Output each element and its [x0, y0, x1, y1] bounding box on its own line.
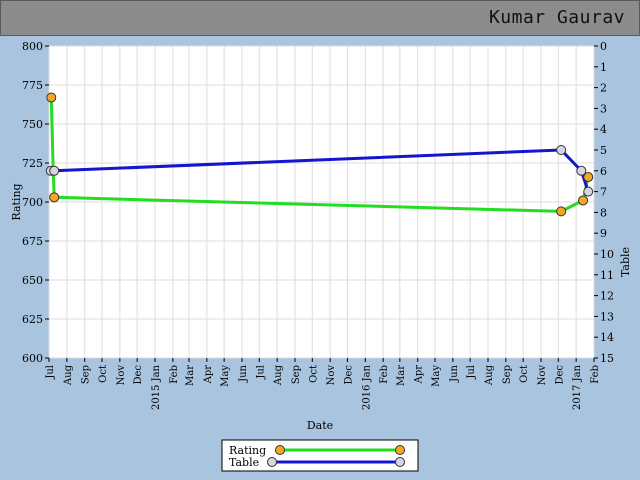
y2-tick-label: 5: [600, 144, 607, 157]
y-tick-label: 650: [22, 274, 43, 287]
y2-tick-label: 3: [600, 102, 607, 115]
x-tick-label: Oct: [98, 365, 109, 383]
data-point-table: [576, 165, 587, 176]
x-tick-label: Mar: [396, 365, 407, 386]
legend-marker-rating-end: [395, 445, 405, 455]
x-tick-label: Nov: [326, 365, 337, 386]
legend-label-table: Table: [229, 456, 259, 469]
y2-tick-label: 13: [600, 310, 614, 323]
x-tick-label: Nov: [116, 365, 127, 386]
y2-tick-label: 12: [600, 290, 614, 303]
x-tick-label: 2015 Jan: [151, 364, 162, 410]
data-point-rating: [46, 92, 57, 103]
x-tick-label: Apr: [203, 365, 214, 385]
x-tick-label: Jul: [466, 365, 477, 380]
y2-tick-label: 8: [600, 206, 607, 219]
legend-marker-rating-start: [275, 445, 285, 455]
y-tick-label: 750: [22, 118, 43, 131]
x-tick-label: 2016 Jan: [361, 364, 372, 410]
y-tick-label: 700: [22, 196, 43, 209]
x-tick-label: Sep: [291, 365, 302, 384]
x-tick-label: Mar: [185, 365, 196, 386]
data-point-rating: [578, 195, 589, 206]
x-axis-label: Date: [307, 419, 333, 432]
x-tick-label: Jul: [255, 365, 266, 380]
data-point-table: [49, 165, 60, 176]
data-point-table: [556, 145, 567, 155]
legend: Rating Table: [221, 439, 419, 472]
y2-tick-label: 14: [600, 331, 614, 344]
x-axis-ticks: Jul Aug Sep Oct Nov Dec 2015 Jan Feb Mar Apr May Ju…: [45, 358, 601, 410]
y2-tick-label: 2: [600, 82, 607, 95]
x-tick-label: Nov: [537, 365, 548, 386]
y2-tick-label: 1: [600, 61, 607, 74]
y2-tick-label: 0: [600, 40, 607, 53]
y-axis-label: Rating: [10, 183, 23, 220]
y-tick-label: 675: [22, 235, 43, 248]
data-point-rating: [556, 206, 567, 217]
series-layer: [45, 92, 594, 217]
x-tick-label: Sep: [502, 365, 513, 384]
x-tick-label: Sep: [81, 365, 92, 384]
x-tick-label: May: [431, 365, 442, 387]
x-tick-label: Jul: [45, 365, 56, 380]
x-tick-label: Feb: [169, 365, 180, 384]
y2-axis-label: Table: [619, 247, 632, 277]
data-point-table: [583, 186, 594, 197]
y-tick-label: 775: [22, 79, 43, 92]
x-tick-label: Dec: [554, 365, 565, 385]
x-tick-label: May: [220, 365, 231, 387]
y-tick-label: 800: [22, 40, 43, 53]
y-axis-ticks: 600 625 650 675 700 725 750 775 800: [22, 40, 49, 365]
data-point-rating: [49, 192, 60, 203]
y2-tick-label: 15: [600, 352, 614, 365]
x-tick-label: Aug: [484, 364, 495, 386]
x-tick-label: Apr: [414, 365, 425, 385]
data-point-rating: [583, 172, 594, 183]
x-tick-label: Aug: [63, 364, 74, 386]
y-tick-label: 625: [22, 313, 43, 326]
y2-tick-label: 10: [600, 248, 614, 261]
legend-label-rating: Rating: [229, 444, 266, 457]
legend-marker-table-end: [395, 457, 405, 467]
x-tick-label: Aug: [273, 364, 284, 386]
x-tick-label: Dec: [343, 365, 354, 385]
x-tick-label: 2017 Jan: [572, 364, 583, 410]
x-tick-label: Jun: [449, 364, 460, 382]
legend-marker-table-start: [267, 457, 277, 467]
x-tick-label: Oct: [519, 365, 530, 383]
y2-tick-label: 6: [600, 165, 607, 178]
x-tick-label: Feb: [379, 365, 390, 384]
y2-tick-label: 9: [600, 227, 607, 240]
y-tick-label: 725: [22, 157, 43, 170]
y-tick-label: 600: [22, 352, 43, 365]
y2-tick-label: 7: [600, 186, 607, 199]
legend-box: [221, 439, 419, 472]
y2-tick-label: 4: [600, 123, 607, 136]
x-tick-label: Dec: [133, 365, 144, 385]
user-name: Kumar Gaurav: [488, 7, 625, 28]
x-tick-label: Jun: [238, 364, 249, 382]
x-tick-label: Oct: [308, 365, 319, 383]
profile-header: Kumar Gaurav: [0, 0, 640, 36]
x-tick-label: Feb: [590, 365, 601, 384]
y2-tick-label: 11: [600, 269, 614, 282]
